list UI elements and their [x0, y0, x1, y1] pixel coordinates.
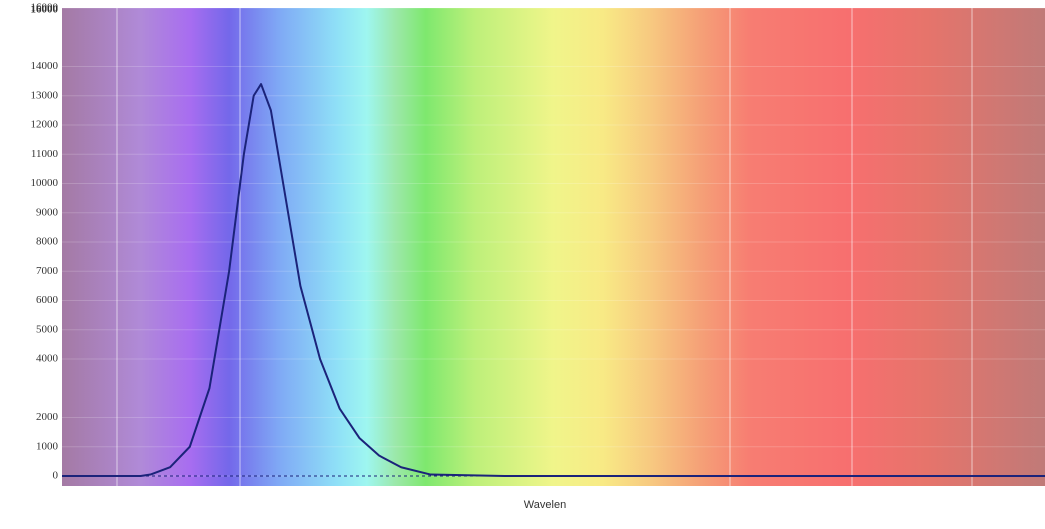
y-tick-label: 0 [53, 470, 59, 482]
y-tick-label: 16000 [31, 2, 59, 14]
y-max-label: 16000 [31, 4, 59, 16]
y-tick-label: 5000 [36, 323, 59, 335]
y-tick-label: 8000 [36, 236, 59, 248]
y-tick-label: 9000 [36, 206, 59, 218]
x-axis-label: Wavelen [524, 499, 566, 511]
y-tick-label: 12000 [31, 119, 59, 131]
spectrum-line [62, 83, 1045, 477]
y-tick-label: 10000 [31, 177, 59, 189]
y-tick-label: 13000 [31, 89, 59, 101]
y-tick-label: 14000 [31, 60, 59, 72]
y-tick-label: 1000 [36, 440, 59, 452]
y-tick-label: 7000 [36, 265, 59, 277]
y-tick-label: 2000 [36, 411, 59, 423]
spectrum-background [62, 8, 1045, 486]
y-tick-label: 11000 [31, 148, 59, 160]
y-tick-label: 4000 [36, 353, 59, 365]
y-tick-label: 6000 [36, 294, 59, 306]
